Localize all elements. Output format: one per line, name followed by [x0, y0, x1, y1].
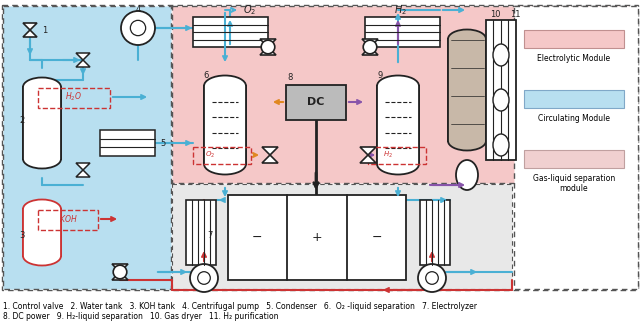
- Bar: [172, 6, 629, 183]
- Polygon shape: [360, 147, 376, 155]
- Polygon shape: [76, 170, 90, 177]
- Text: Gas-liquid separation: Gas-liquid separation: [533, 173, 615, 182]
- Text: −: −: [371, 231, 382, 244]
- Polygon shape: [76, 163, 90, 170]
- Bar: [38, 88, 110, 108]
- Polygon shape: [262, 147, 278, 155]
- Ellipse shape: [377, 154, 419, 174]
- Bar: [100, 130, 155, 156]
- Text: DC: DC: [307, 97, 324, 107]
- Bar: [448, 39, 486, 141]
- Text: $O_2$: $O_2$: [205, 150, 215, 160]
- Polygon shape: [260, 47, 276, 55]
- Ellipse shape: [23, 200, 61, 218]
- Text: 5: 5: [160, 138, 165, 148]
- Circle shape: [121, 11, 155, 45]
- Ellipse shape: [448, 29, 486, 49]
- Ellipse shape: [23, 150, 61, 168]
- Ellipse shape: [493, 134, 509, 156]
- Bar: [3, 6, 171, 289]
- Text: 7: 7: [207, 230, 213, 240]
- Polygon shape: [23, 23, 37, 30]
- Circle shape: [426, 272, 438, 284]
- Polygon shape: [360, 155, 376, 163]
- Bar: [186, 200, 216, 265]
- Bar: [420, 200, 450, 265]
- Bar: [368, 147, 426, 164]
- Bar: [524, 150, 624, 168]
- Polygon shape: [362, 47, 378, 55]
- Text: Electrolytic Module: Electrolytic Module: [538, 54, 611, 63]
- Bar: [23, 209, 61, 256]
- Bar: [23, 87, 61, 159]
- Ellipse shape: [204, 154, 246, 174]
- Circle shape: [261, 40, 275, 54]
- Text: 4: 4: [136, 5, 141, 14]
- Bar: [524, 90, 624, 108]
- Bar: [377, 86, 419, 164]
- Bar: [228, 195, 406, 280]
- Text: $O_2$: $O_2$: [243, 3, 257, 17]
- Circle shape: [190, 264, 218, 292]
- Polygon shape: [260, 39, 276, 47]
- Bar: [486, 20, 516, 160]
- Bar: [286, 85, 346, 120]
- Circle shape: [198, 272, 211, 284]
- Circle shape: [131, 20, 146, 36]
- Circle shape: [363, 40, 377, 54]
- Ellipse shape: [23, 77, 61, 97]
- Bar: [23, 209, 61, 256]
- Polygon shape: [76, 60, 90, 67]
- Polygon shape: [76, 53, 90, 60]
- Text: $H_2$: $H_2$: [383, 150, 393, 160]
- Text: 6: 6: [204, 71, 209, 79]
- Circle shape: [113, 265, 127, 279]
- Text: +: +: [312, 231, 323, 244]
- Polygon shape: [362, 39, 378, 47]
- Bar: [377, 86, 419, 164]
- Polygon shape: [262, 155, 278, 163]
- Circle shape: [418, 264, 446, 292]
- Bar: [448, 39, 486, 141]
- Ellipse shape: [493, 44, 509, 66]
- Text: −: −: [252, 231, 262, 244]
- Text: $KOH$: $KOH$: [59, 213, 77, 224]
- Ellipse shape: [204, 75, 246, 97]
- Text: 1: 1: [42, 25, 47, 34]
- Text: 11: 11: [510, 10, 520, 19]
- Bar: [2, 5, 638, 290]
- Text: module: module: [560, 183, 588, 193]
- Ellipse shape: [493, 89, 509, 111]
- Bar: [204, 86, 246, 164]
- Text: $H_2O$: $H_2O$: [65, 91, 83, 103]
- Text: $H_2$: $H_2$: [394, 3, 406, 17]
- Polygon shape: [112, 264, 128, 272]
- Bar: [524, 30, 624, 48]
- Ellipse shape: [377, 75, 419, 97]
- Bar: [172, 184, 512, 289]
- Bar: [23, 87, 61, 159]
- Polygon shape: [23, 30, 37, 37]
- Text: 2: 2: [19, 116, 24, 124]
- Polygon shape: [112, 272, 128, 280]
- Text: 8: 8: [287, 72, 292, 81]
- Bar: [514, 6, 638, 289]
- Text: 10: 10: [490, 10, 500, 19]
- Ellipse shape: [456, 160, 478, 190]
- Bar: [193, 17, 268, 47]
- Text: 9: 9: [378, 71, 383, 79]
- Text: Circulating Module: Circulating Module: [538, 114, 610, 122]
- Text: 3: 3: [19, 230, 25, 240]
- Ellipse shape: [23, 247, 61, 265]
- Text: 1. Control valve   2. Water tank   3. KOH tank   4. Centrifugal pump   5. Conden: 1. Control valve 2. Water tank 3. KOH ta…: [3, 302, 477, 321]
- Ellipse shape: [448, 131, 486, 151]
- Bar: [204, 86, 246, 164]
- Bar: [38, 210, 98, 230]
- Bar: [193, 147, 251, 164]
- Bar: [365, 17, 440, 47]
